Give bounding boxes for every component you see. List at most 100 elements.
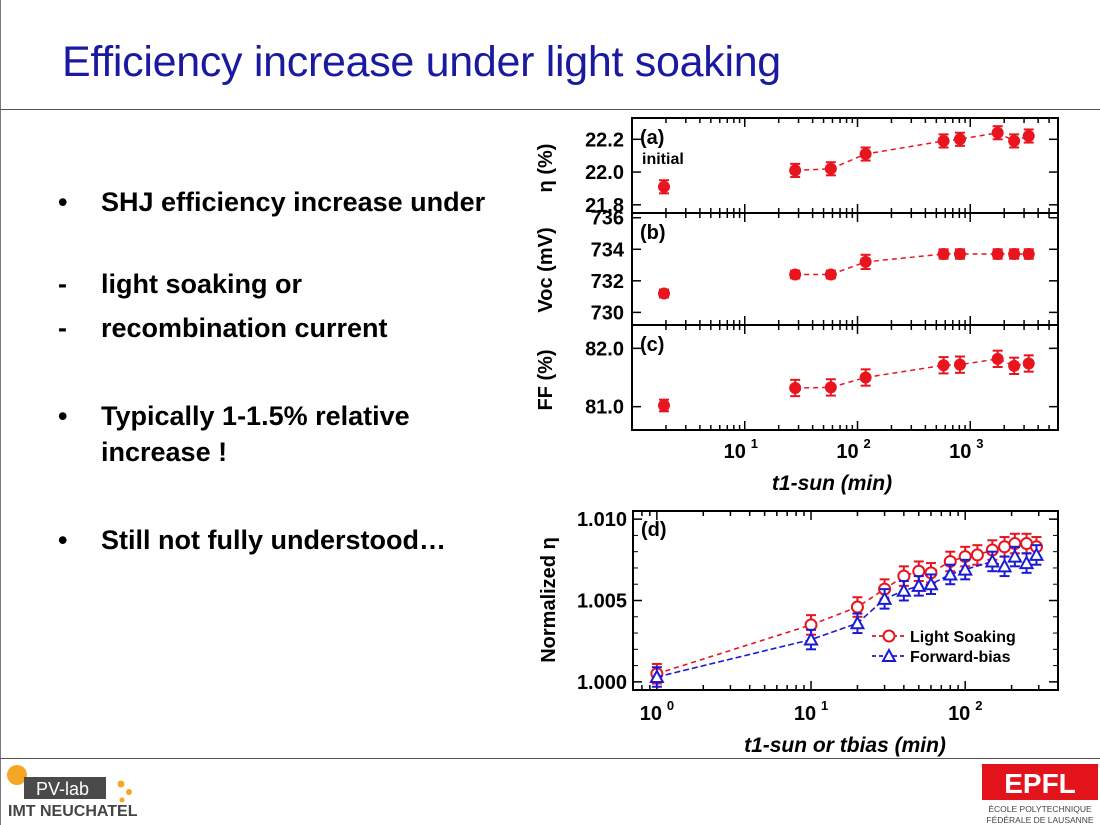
plot-frame (631, 212, 1059, 326)
data-point (953, 133, 966, 146)
x-tick-label: 10 (794, 703, 816, 725)
x-tick-exponent: 1 (751, 436, 758, 451)
panel-label: (b) (640, 222, 666, 244)
x-tick-label: 10 (836, 441, 858, 463)
panel-label: (c) (640, 334, 664, 356)
bullet-marker: • (58, 187, 68, 217)
x-tick-exponent: 0 (667, 698, 674, 713)
y-axis-label: Normalized η (538, 537, 560, 663)
y-tick-label: 21.8 (585, 195, 624, 217)
x-tick-exponent: 2 (975, 698, 982, 713)
x-tick-label: 10 (724, 441, 746, 463)
data-point (1022, 248, 1035, 261)
data-point (953, 248, 966, 261)
y-tick-label: 1.000 (577, 672, 627, 694)
data-point (658, 399, 670, 412)
data-point (1018, 554, 1035, 570)
x-tick-label: 10 (640, 703, 662, 725)
annotation-initial: initial (642, 151, 684, 168)
epfl-logo: EPFL ÉCOLE POLYTECHNIQUE FÉDÉRALE DE LAU… (982, 764, 1098, 824)
bullet-text: Still not fully understood… (101, 525, 446, 555)
data-point (1008, 134, 1021, 147)
bullet-marker: - (58, 313, 67, 343)
data-point (658, 287, 670, 300)
title-divider (0, 109, 1100, 110)
data-point (824, 268, 837, 281)
panel-label: (a) (640, 127, 664, 149)
y-tick-label: 730 (591, 302, 624, 324)
figure-panels: 22.2 22.0 21.8 (a) η (%) 736 734 732 730 (b) Voc (… (535, 117, 1059, 757)
x-tick-exponent: 3 (976, 436, 983, 451)
y-tick-label: 82.0 (585, 338, 624, 360)
data-point (876, 590, 893, 605)
data-point (991, 352, 1004, 365)
legend-marker (882, 629, 896, 643)
data-point (803, 631, 819, 646)
bullet-marker: • (58, 401, 68, 431)
data-point (789, 382, 802, 394)
y-tick-label: 1.005 (577, 591, 627, 613)
x-tick-exponent: 2 (864, 436, 871, 451)
data-point (859, 255, 872, 268)
data-point (849, 615, 866, 630)
y-axis-label: η (%) (535, 144, 557, 193)
y-tick-label: 22.2 (585, 129, 624, 151)
data-point (896, 582, 912, 597)
bullet-text: Typically 1-1.5% relative increase ! (101, 401, 410, 467)
y-tick-label: 1.010 (577, 509, 627, 531)
y-tick-label: 22.0 (585, 162, 624, 184)
x-axis-label: t1-sun (min) (772, 472, 892, 495)
data-point (1022, 357, 1035, 370)
pvlab-logo-bottom: IMT NEUCHATEL (8, 803, 138, 820)
y-tick-label: 736 (591, 208, 624, 230)
x-axis-label: t1-sun or tbias (min) (744, 734, 946, 757)
data-point (996, 558, 1013, 573)
data-point (824, 381, 837, 394)
legend-label: Forward-bias (910, 649, 1011, 666)
data-point (804, 618, 818, 632)
slide-title: Efficiency increase under light soaking (62, 38, 781, 86)
y-tick-label: 81.0 (585, 397, 624, 419)
legend-marker (881, 647, 897, 662)
data-point (1008, 248, 1021, 261)
epfl-logo-line2: FÉDÉRALE DE LAUSANNE (986, 815, 1094, 824)
y-axis-label: FF (%) (535, 349, 557, 410)
data-point (1007, 548, 1023, 563)
data-point (658, 180, 670, 193)
panel-label: (d) (641, 519, 667, 541)
left-edge-line (0, 0, 1, 825)
data-point (824, 162, 837, 175)
data-point (991, 248, 1004, 261)
plot-frame (631, 324, 1059, 431)
bullet-marker: • (58, 525, 68, 555)
y-axis-label: Voc (mV) (535, 227, 557, 312)
data-point (1008, 359, 1021, 372)
data-point (937, 134, 950, 147)
bullet-text: light soaking or (101, 269, 303, 299)
data-point (911, 577, 927, 592)
bullet-text: recombination current (101, 313, 388, 343)
x-tick-label: 10 (948, 703, 970, 725)
data-point (953, 358, 966, 371)
data-point (859, 148, 872, 161)
x-tick-exponent: 1 (821, 698, 828, 713)
data-point (937, 359, 950, 372)
data-point (1028, 546, 1045, 561)
y-tick-label: 734 (591, 239, 625, 261)
x-tick-label: 10 (949, 441, 971, 463)
epfl-logo-line1: ÉCOLE POLYTECHNIQUE (988, 804, 1092, 814)
data-point (1022, 130, 1035, 143)
bullet-marker: - (58, 269, 67, 299)
bullet-text: SHJ efficiency increase under (101, 187, 486, 217)
legend-label: Light Soaking (910, 629, 1016, 646)
data-point (850, 600, 864, 614)
footer-divider (0, 758, 1100, 759)
data-point (942, 566, 958, 581)
data-point (789, 164, 802, 177)
data-point (897, 569, 911, 583)
data-point (991, 126, 1004, 139)
data-point (970, 548, 984, 562)
y-tick-label: 732 (591, 271, 624, 293)
data-point (912, 564, 926, 578)
data-point (649, 668, 665, 683)
